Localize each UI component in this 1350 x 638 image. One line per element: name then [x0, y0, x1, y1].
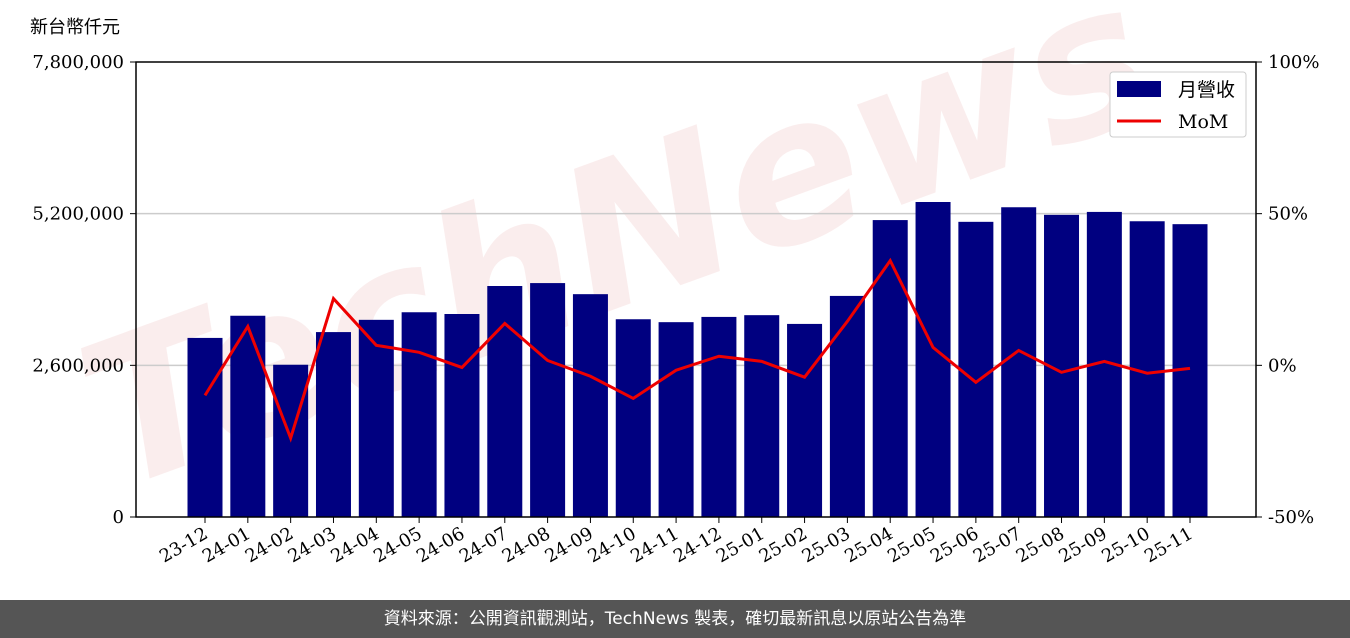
x-tick-label: 24-08	[499, 523, 554, 567]
bar	[230, 315, 266, 517]
bar	[958, 221, 994, 518]
bar	[487, 286, 523, 517]
x-tick-label: 24-02	[242, 523, 297, 567]
bar	[530, 283, 566, 517]
x-tick-label: 25-05	[884, 523, 939, 567]
x-tick-label: 25-07	[970, 523, 1025, 567]
x-tick-label: 24-11	[627, 523, 682, 567]
x-tick-label: 24-03	[285, 523, 340, 567]
x-tick-label: 24-06	[413, 523, 468, 567]
y2-tick-label: 0%	[1268, 355, 1297, 376]
bar	[615, 319, 651, 517]
mom-line	[203, 257, 1191, 443]
bar	[401, 312, 437, 517]
x-tick-label: 25-10	[1098, 523, 1153, 567]
y-tick-label: 5,200,000	[32, 204, 124, 225]
x-tick-label: 24-07	[456, 523, 511, 567]
bar	[915, 202, 951, 517]
x-tick-label: 24-09	[541, 523, 596, 567]
x-tick-label: 25-04	[841, 523, 896, 567]
y-tick-label: 0	[113, 507, 124, 528]
x-tick-label: 25-01	[713, 523, 768, 567]
legend-label: 月營收	[1178, 79, 1235, 101]
x-tick-label: 24-05	[370, 523, 425, 567]
footer: 資料來源：公開資訊觀測站，TechNews 製表，確切最新訊息以原站公告為準	[0, 600, 1350, 638]
x-tick-label: 24-12	[670, 523, 725, 567]
x-tick-label: 25-11	[1141, 523, 1196, 567]
x-tick-label: 24-10	[584, 523, 639, 567]
y-tick-label: 2,600,000	[32, 355, 124, 376]
x-tick-label: 25-02	[756, 523, 811, 567]
bar	[358, 319, 394, 517]
x-tick-label: 25-06	[927, 523, 982, 567]
x-tick-label: 24-04	[327, 523, 382, 567]
bar	[315, 332, 351, 517]
chart: TechNews新台幣仟元02,600,0005,200,0007,800,00…	[30, 0, 1319, 567]
x-tick-label: 23-12	[156, 523, 211, 567]
bar	[444, 314, 480, 517]
bar	[872, 220, 908, 518]
legend-swatch	[1117, 81, 1161, 97]
bar	[187, 337, 223, 517]
x-tick-label: 25-03	[798, 523, 853, 567]
y2-tick-label: 100%	[1268, 52, 1319, 73]
legend-label: MoM	[1178, 111, 1228, 133]
y2-tick-label: -50%	[1268, 507, 1314, 528]
bar	[787, 323, 823, 517]
bar	[744, 315, 780, 517]
y-axis-label: 新台幣仟元	[30, 17, 120, 38]
bar	[829, 295, 865, 517]
y2-tick-label: 50%	[1268, 204, 1308, 225]
plot-frame	[135, 61, 1257, 518]
x-tick-label: 25-08	[1013, 523, 1068, 567]
y-tick-label: 7,800,000	[32, 52, 124, 73]
bar	[1001, 207, 1037, 517]
x-tick-label: 25-09	[1055, 523, 1110, 567]
bar	[701, 316, 737, 517]
x-tick-label: 24-01	[199, 523, 254, 567]
bar	[658, 322, 694, 517]
bar	[572, 294, 608, 517]
